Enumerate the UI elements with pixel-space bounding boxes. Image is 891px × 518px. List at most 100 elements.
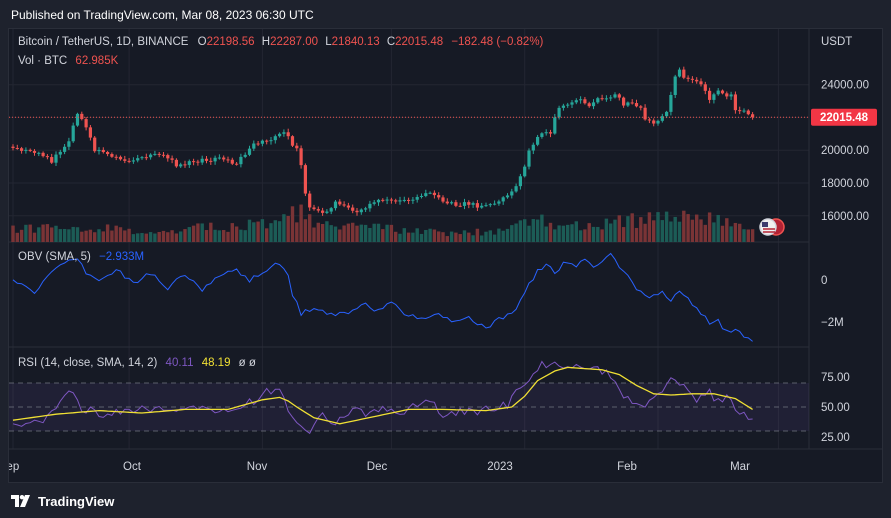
volume-bar [548, 222, 553, 242]
volume-bar [441, 232, 445, 242]
obv-axis[interactable]: 0 −2M [821, 275, 844, 329]
volume-bar [639, 217, 643, 242]
candle-body [450, 202, 454, 204]
candle-body [243, 154, 247, 157]
candle-body [282, 132, 286, 134]
time-tick-label: Dec [367, 461, 388, 473]
candle-body [510, 191, 514, 196]
volume-bar [566, 224, 570, 242]
candle-body [118, 156, 123, 160]
candle-body [579, 99, 583, 101]
volume-bar [213, 229, 217, 242]
candle-body [419, 195, 424, 198]
volume-bar [669, 221, 673, 242]
candle-body [557, 107, 561, 118]
us-flag-events[interactable] [759, 218, 785, 236]
ohlc-close-value: 22015.48 [395, 36, 443, 48]
candle-body [656, 120, 660, 124]
rsi-tick-label: 25.00 [821, 432, 850, 444]
volume-bar [260, 219, 265, 242]
candle-body [58, 151, 62, 155]
volume-bar [557, 225, 561, 242]
candle-body [166, 155, 170, 159]
candle-body [398, 200, 402, 202]
volume-bar [84, 230, 88, 242]
volume-bar [273, 220, 277, 242]
candle-body [28, 149, 32, 151]
candle-body [80, 113, 84, 120]
candle-body [540, 133, 544, 137]
candle-body [359, 209, 363, 213]
chart-canvas[interactable]: Bitcoin / TetherUS, 1D, BINANCE O22198.5… [9, 29, 883, 483]
volume-bar [621, 227, 626, 242]
candle-body [256, 143, 260, 145]
volume-bar [389, 224, 394, 242]
candle-body [101, 149, 105, 153]
candle-body [247, 148, 252, 155]
candle-body [699, 81, 703, 85]
volume-bar [738, 223, 742, 242]
volume-bar [553, 229, 557, 242]
candle-body [708, 90, 712, 100]
candle-body [428, 192, 432, 194]
volume-bar [329, 225, 333, 242]
volume-bar [230, 223, 234, 242]
volume-bar [303, 219, 308, 242]
volume-bar [656, 212, 660, 242]
candle-body [424, 193, 428, 196]
volume-bar [243, 230, 247, 242]
volume-bar [191, 225, 196, 242]
volume-bar [703, 224, 707, 242]
volume-bar [93, 232, 97, 242]
volume-bar [153, 233, 157, 242]
price-tick-label: 18000.00 [821, 178, 869, 190]
last-price-badge-bg [811, 108, 877, 126]
candle-body [338, 201, 342, 205]
chart-frame[interactable]: Bitcoin / TetherUS, 1D, BINANCE O22198.5… [8, 28, 883, 483]
volume-bar [381, 229, 385, 242]
volume-bar [570, 224, 574, 242]
candle-body [235, 163, 239, 165]
rsi-axis[interactable]: 75.00 50.00 25.00 [821, 372, 850, 444]
volume-bar [411, 232, 415, 242]
obv-tick-label: −2M [821, 317, 844, 329]
candle-body [153, 153, 157, 155]
volume-bar [716, 214, 720, 242]
candle-body [484, 205, 488, 207]
volume-bar [97, 229, 101, 242]
volume-bar [80, 231, 84, 242]
volume-bar [484, 231, 488, 242]
volume-bar [316, 222, 320, 242]
price-change: −182.48 (−0.82%) [451, 36, 543, 48]
time-axis[interactable]: Sep Oct Nov Dec 2023 Feb Mar [9, 461, 750, 473]
candle-body [647, 119, 651, 121]
volume-bar [720, 225, 725, 242]
volume-bar [127, 228, 131, 242]
volume-bar [609, 223, 613, 242]
candle-body [226, 159, 230, 161]
rsi-label: RSI (14, close, SMA, 14, 2) [18, 357, 158, 369]
footer-brand[interactable]: TradingView [11, 491, 114, 511]
time-tick-label: Oct [123, 461, 142, 473]
obv-line [12, 252, 753, 342]
candle-body [407, 199, 411, 201]
candle-body [514, 186, 518, 192]
volume-bar [394, 231, 398, 242]
ohlc-open-value: 22198.56 [207, 36, 255, 48]
candle-body [110, 154, 114, 157]
volume-value: 62.985K [75, 55, 118, 67]
volume-bar [166, 232, 170, 242]
candle-body [458, 205, 462, 207]
candle-body [497, 201, 501, 204]
volume-bar [742, 229, 746, 242]
candle-body [587, 103, 591, 107]
volume-bar [58, 229, 62, 242]
volume-bar [333, 226, 338, 242]
volume-bar [488, 230, 492, 242]
candle-body [213, 157, 217, 162]
price-axis[interactable]: 24000.00 20000.00 18000.00 16000.00 [821, 80, 869, 223]
volume-bar [445, 236, 449, 242]
volume-bar [71, 226, 75, 242]
candle-body [385, 199, 389, 201]
candle-body [462, 202, 467, 206]
